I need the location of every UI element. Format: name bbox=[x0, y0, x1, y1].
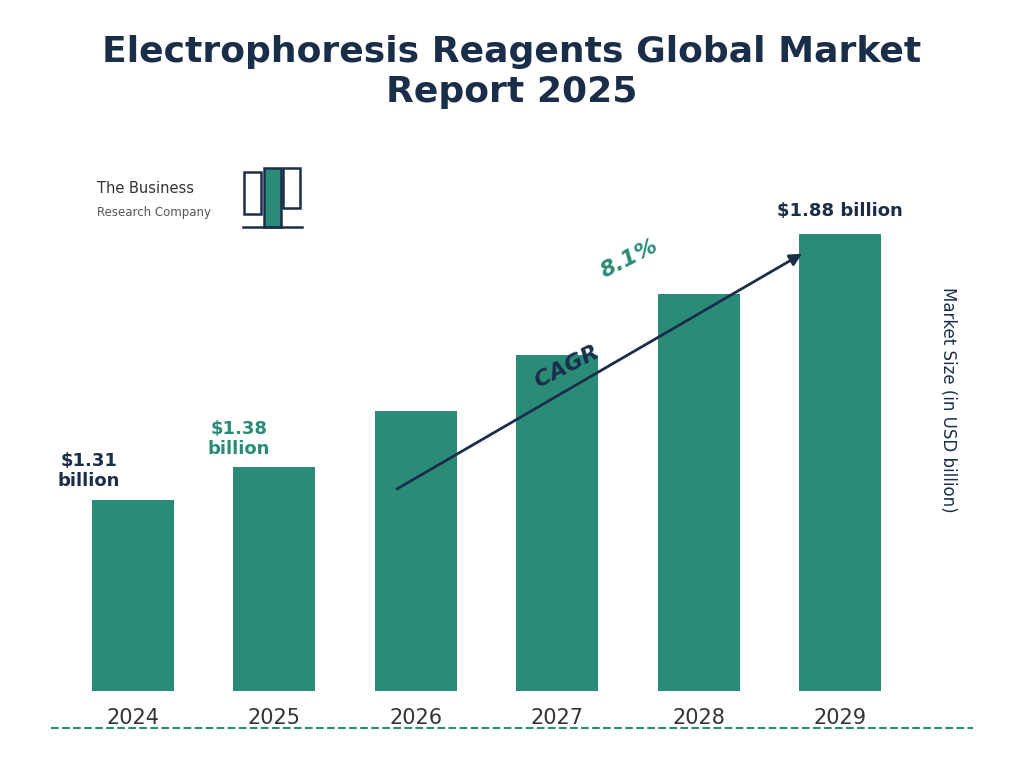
Bar bbox=[245, 172, 261, 214]
Text: Electrophoresis Reagents Global Market
Report 2025: Electrophoresis Reagents Global Market R… bbox=[102, 35, 922, 109]
Bar bbox=[375, 411, 457, 768]
Text: The Business: The Business bbox=[97, 180, 195, 196]
Bar bbox=[516, 355, 598, 768]
Bar bbox=[92, 500, 174, 768]
Bar bbox=[283, 168, 300, 207]
Bar bbox=[799, 233, 881, 768]
Text: Research Company: Research Company bbox=[97, 206, 211, 219]
Text: $1.88 billion: $1.88 billion bbox=[777, 201, 903, 220]
Text: $1.31
billion: $1.31 billion bbox=[57, 452, 120, 491]
Bar bbox=[657, 294, 739, 768]
Bar bbox=[264, 168, 281, 227]
Bar bbox=[233, 467, 315, 768]
Text: $1.38
billion: $1.38 billion bbox=[208, 419, 270, 458]
Text: 8.1%: 8.1% bbox=[597, 236, 660, 282]
Text: CAGR: CAGR bbox=[531, 336, 615, 392]
Y-axis label: Market Size (in USD billion): Market Size (in USD billion) bbox=[939, 286, 956, 512]
